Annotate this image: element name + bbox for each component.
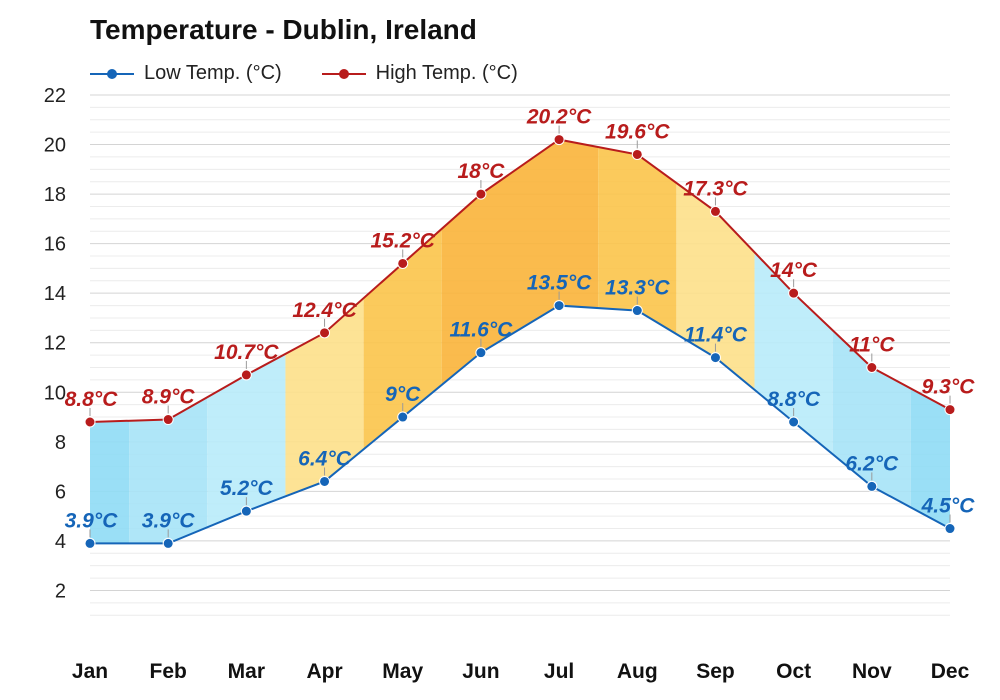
data-label-low-jul: 13.5°C: [527, 272, 592, 295]
y-tick-label: 6: [55, 481, 66, 503]
legend-item-high[interactable]: High Temp. (°C): [321, 62, 518, 85]
x-tick-label-dec: Dec: [931, 660, 970, 683]
x-tick-label-jun: Jun: [462, 660, 499, 683]
data-label-low-oct: 8.8°C: [767, 388, 821, 411]
data-point-low-may: [397, 411, 409, 423]
data-label-low-nov: 6.2°C: [845, 452, 899, 475]
y-tick-label: 14: [44, 283, 66, 305]
data-point-low-dec: [944, 523, 956, 535]
data-point-low-sep: [709, 352, 721, 364]
data-label-high-jul: 20.2°C: [526, 106, 592, 129]
temp-band-feb: [129, 397, 208, 544]
x-tick-label-oct: Oct: [776, 660, 811, 683]
data-label-high-oct: 14°C: [770, 259, 818, 282]
temp-band-dec: [910, 388, 950, 529]
data-point-low-jul: [553, 300, 565, 312]
y-tick-label: 8: [55, 432, 66, 454]
data-label-low-jan: 3.9°C: [65, 509, 119, 532]
x-tick-label-may: May: [382, 660, 423, 683]
data-label-high-mar: 10.7°C: [214, 341, 279, 364]
data-label-high-aug: 19.6°C: [605, 120, 670, 143]
legend-label-high: High Temp. (°C): [375, 62, 518, 84]
data-point-low-mar: [240, 505, 252, 517]
data-label-high-sep: 17.3°C: [683, 177, 748, 200]
data-point-high-oct: [788, 287, 800, 299]
data-label-high-nov: 11°C: [849, 334, 895, 357]
chart-title: Temperature - Dublin, Ireland: [90, 14, 477, 45]
series-line-low: [90, 304, 951, 545]
data-point-low-oct: [788, 416, 800, 428]
temp-band-aug: [598, 147, 677, 335]
data-point-high-may: [397, 257, 409, 269]
data-point-low-feb: [162, 537, 174, 549]
temp-band-nov: [832, 330, 911, 508]
data-point-high-mar: [240, 369, 252, 381]
series-line-high: [89, 138, 951, 423]
x-tick-label-jan: Jan: [72, 660, 108, 683]
data-label-low-sep: 11.4°C: [684, 324, 748, 347]
legend-label-low: Low Temp. (°C): [144, 62, 282, 84]
y-tick-label: 12: [44, 333, 66, 355]
x-tick-label-feb: Feb: [150, 660, 187, 683]
data-label-low-dec: 4.5°C: [921, 495, 976, 518]
y-tick-label: 10: [44, 382, 66, 404]
y-tick-label: 20: [44, 135, 66, 157]
y-tick-label: 2: [55, 580, 66, 602]
y-tick-label: 22: [44, 85, 66, 107]
data-label-low-jun: 11.6°C: [449, 319, 513, 342]
data-label-high-may: 15.2°C: [371, 229, 436, 252]
temp-band-mar: [207, 353, 286, 528]
data-label-low-aug: 13.3°C: [605, 277, 670, 300]
data-point-high-jun: [475, 188, 487, 200]
data-point-high-sep: [709, 205, 721, 217]
legend: Low Temp. (°C) High Temp. (°C): [90, 62, 518, 85]
temp-band-jun: [441, 166, 520, 385]
legend-swatch-low: [90, 63, 134, 85]
temp-band-jan: [90, 420, 130, 544]
data-label-high-dec: 9.3°C: [922, 376, 976, 399]
y-tick-label: 16: [44, 234, 66, 256]
temp-band-apr: [285, 298, 364, 497]
data-point-low-apr: [319, 475, 331, 487]
data-point-low-jun: [475, 347, 487, 359]
data-label-low-mar: 5.2°C: [220, 477, 274, 500]
data-label-high-feb: 8.9°C: [142, 386, 196, 409]
data-label-low-feb: 3.9°C: [142, 509, 196, 532]
data-label-high-jan: 8.8°C: [65, 388, 119, 411]
temp-band-sep: [676, 182, 755, 390]
temp-band-jul: [520, 139, 599, 330]
data-point-low-nov: [866, 480, 878, 492]
data-point-low-jan: [84, 537, 96, 549]
data-point-low-aug: [631, 305, 643, 317]
data-label-low-apr: 6.4°C: [298, 447, 352, 470]
temp-band-may: [363, 228, 442, 450]
data-point-high-apr: [319, 327, 331, 339]
legend-item-low[interactable]: Low Temp. (°C): [90, 62, 282, 85]
y-tick-label: 4: [55, 531, 66, 553]
data-label-high-apr: 12.4°C: [292, 299, 357, 322]
legend-swatch-high: [321, 63, 366, 85]
data-label-high-jun: 18°C: [457, 160, 505, 183]
data-point-high-nov: [866, 362, 878, 373]
temp-band-oct: [754, 252, 833, 455]
data-point-high-dec: [944, 404, 956, 416]
y-tick-label: 18: [44, 184, 66, 206]
data-label-low-may: 9°C: [385, 383, 421, 406]
data-point-high-jan: [84, 416, 96, 428]
x-tick-label-aug: Aug: [617, 660, 658, 683]
data-point-high-aug: [631, 148, 643, 160]
x-tick-label-sep: Sep: [696, 660, 735, 683]
data-point-high-feb: [162, 414, 174, 426]
x-tick-label-jul: Jul: [544, 660, 574, 683]
data-point-high-jul: [553, 134, 565, 146]
x-tick-label-nov: Nov: [852, 660, 892, 683]
x-tick-label-apr: Apr: [306, 660, 342, 683]
x-tick-label-mar: Mar: [228, 660, 265, 683]
